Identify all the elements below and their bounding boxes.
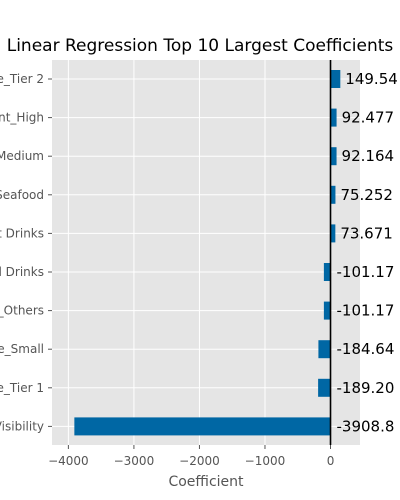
y-tick-label-6: Item_Type_Others — [0, 304, 44, 318]
data-label-9: -3908.8 — [337, 417, 395, 435]
data-label-0: 149.54 — [345, 70, 398, 88]
y-tick-label-8: Outlet_Location_Type_Tier 1 — [0, 381, 44, 395]
y-tick-label-3: Item_Type_Seafood — [0, 188, 44, 202]
data-label-5: -101.17 — [337, 263, 395, 281]
bar-4 — [330, 224, 336, 243]
data-labels: 149.54 92.477 92.164 75.252 73.671 -101.17 -10… — [337, 70, 398, 435]
x-tick-label-0: −4000 — [48, 454, 89, 468]
x-tick-label-3: −1000 — [245, 454, 286, 468]
y-tick-label-5: Item_Type_Hard Drinks — [0, 265, 44, 279]
y-tick-label-9: Item_Visibility — [0, 419, 44, 433]
bar-1 — [330, 108, 337, 127]
y-tick-label-4: Item_Type_Soft Drinks — [0, 226, 44, 240]
chart-title: Linear Regression Top 10 Largest Coeffic… — [7, 36, 394, 56]
y-tick-labels: Outlet_Location_Type_Tier 2 Item_Fat_Cont… — [0, 72, 52, 433]
y-tick-label-2: Outlet_Size_Medium — [0, 149, 44, 163]
x-tick-label-4: 0 — [327, 454, 335, 468]
bar-9 — [74, 417, 331, 436]
bar-3 — [330, 185, 336, 204]
data-label-3: 75.252 — [340, 186, 393, 204]
bar-7 — [318, 340, 331, 359]
bar-0 — [330, 70, 341, 88]
y-tick-label-7: Outlet_Size_Small — [0, 342, 44, 356]
x-tick-labels: −4000 −3000 −2000 −1000 0 — [48, 445, 334, 468]
bar-2 — [330, 147, 337, 166]
bar-5 — [323, 263, 331, 281]
x-tick-label-2: −2000 — [179, 454, 220, 468]
data-label-1: 92.477 — [342, 109, 395, 127]
x-axis-label: Coefficient — [168, 474, 244, 490]
bar-6 — [323, 301, 331, 320]
y-tick-label-0: Outlet_Location_Type_Tier 2 — [0, 72, 44, 86]
data-label-4: 73.671 — [340, 224, 393, 242]
plot-background — [52, 60, 360, 445]
bar-8 — [318, 378, 331, 397]
data-label-2: 92.164 — [342, 147, 395, 165]
x-tick-label-1: −3000 — [114, 454, 155, 468]
data-label-8: -189.20 — [337, 379, 395, 397]
bars — [74, 70, 341, 436]
data-label-6: -101.17 — [337, 302, 395, 320]
y-tick-label-1: Item_Fat_Content_High — [0, 111, 44, 125]
data-label-7: -184.64 — [337, 340, 395, 358]
